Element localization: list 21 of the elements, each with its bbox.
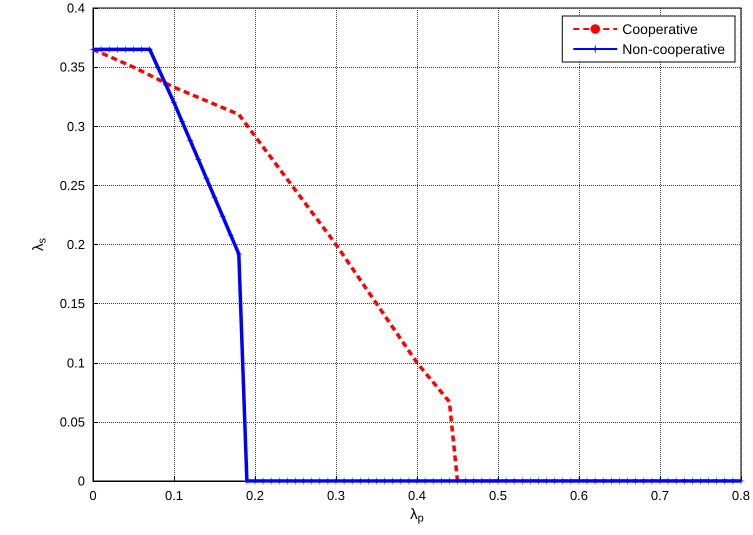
y-tick-label: 0.3 [66,118,85,134]
x-tick-label: 0.8 [732,488,750,503]
y-tick-label: 0.15 [60,296,85,312]
y-tick-label: 0.25 [60,178,85,193]
y-tick-label: 0.35 [60,60,85,75]
x-tick-label: 0.7 [650,488,670,503]
x-tick-label: 0.6 [570,488,588,503]
y-tick-label: 0.4 [66,0,85,16]
x-tick-label: 0 [89,488,97,503]
x-tick-label: 0.4 [408,488,426,503]
x-tick-label: 0.5 [488,488,508,503]
y-tick-label: 0.05 [60,414,85,430]
y-axis-title: λs [30,238,48,251]
x-tick-label: 0.3 [326,488,346,503]
legend-label: Cooperative [622,21,698,37]
x-tick-label: 0.2 [246,488,264,503]
y-tick-label: 0.2 [66,237,85,252]
x-tick-label: 0.1 [164,488,184,503]
y-tick-label: 0.1 [66,355,85,370]
legend-label: Non-cooperative [622,41,726,57]
y-tick-label: 0 [78,474,85,488]
